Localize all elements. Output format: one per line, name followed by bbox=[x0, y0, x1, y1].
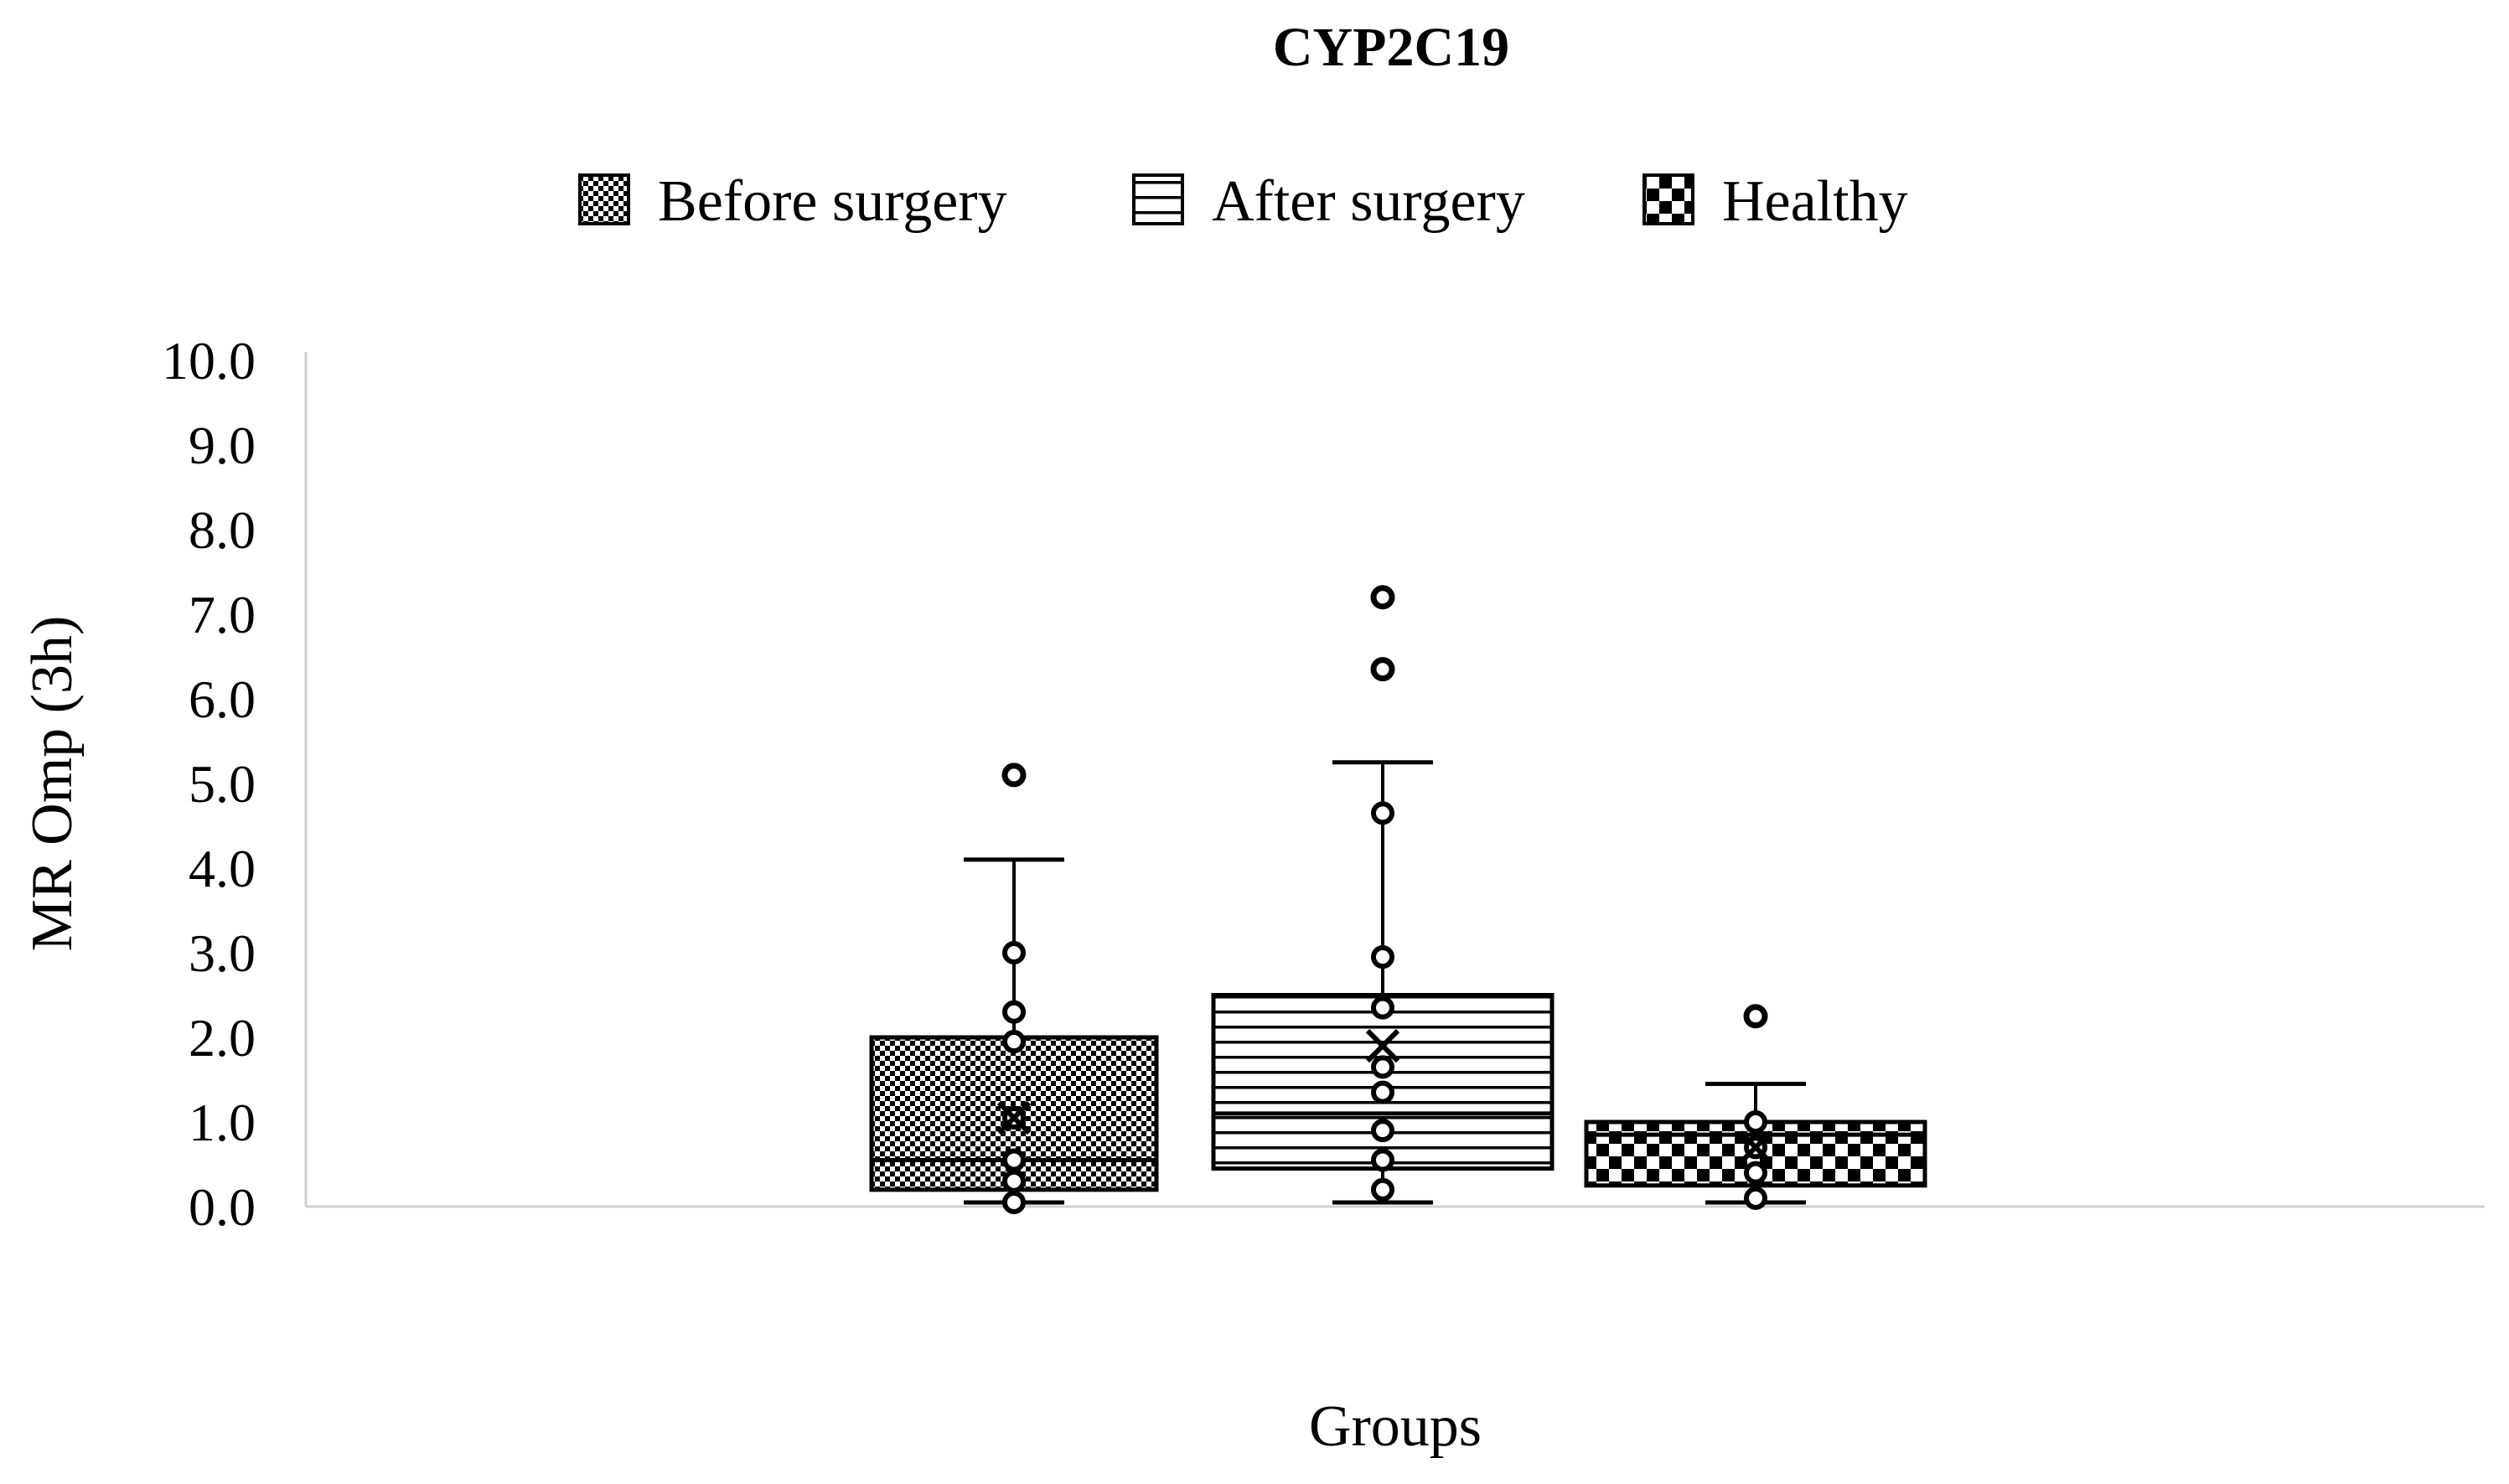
y-tick-label: 4.0 bbox=[189, 839, 256, 898]
legend-item-after-surgery: After surgery bbox=[1132, 169, 1525, 234]
y-tick-label: 2.0 bbox=[189, 1008, 256, 1068]
outlier-point bbox=[1370, 585, 1395, 610]
box-group-before-surgery bbox=[869, 763, 1159, 1214]
outlier-point bbox=[1370, 657, 1395, 682]
data-point bbox=[1371, 1177, 1394, 1202]
legend-item-before-surgery: Before surgery bbox=[578, 169, 1007, 234]
y-tick-label: 1.0 bbox=[189, 1093, 256, 1152]
data-point bbox=[1002, 1030, 1026, 1054]
legend-item-healthy: Healthy bbox=[1642, 169, 1908, 234]
data-point bbox=[1002, 941, 1026, 964]
data-point bbox=[1744, 1161, 1767, 1185]
data-point bbox=[1744, 1110, 1767, 1134]
data-point bbox=[1371, 801, 1394, 825]
y-tick-label: 5.0 bbox=[189, 754, 256, 814]
mean-marker bbox=[1365, 1028, 1400, 1063]
data-point bbox=[1371, 1148, 1394, 1172]
box-group-after-surgery bbox=[1211, 585, 1555, 1205]
y-tick-label: 0.0 bbox=[189, 1177, 256, 1237]
data-point bbox=[1002, 1169, 1026, 1193]
y-tick-label: 6.0 bbox=[189, 670, 256, 729]
legend-swatch-before-surgery bbox=[578, 173, 630, 225]
legend: Before surgery After surgery Healthy bbox=[578, 169, 1908, 234]
data-point bbox=[1002, 1000, 1026, 1024]
y-tick-label: 7.0 bbox=[189, 585, 256, 644]
outlier-point bbox=[1743, 1004, 1768, 1029]
x-axis-label: Groups bbox=[1309, 1394, 1482, 1459]
data-point bbox=[1744, 1186, 1767, 1210]
data-point bbox=[1371, 1055, 1394, 1079]
y-tick-label: 10.0 bbox=[162, 331, 256, 390]
data-point bbox=[1371, 1119, 1394, 1143]
y-tick-labels: 0.0 1.0 2.0 3.0 4.0 5.0 6.0 7.0 8.0 9.0 10.0 bbox=[162, 331, 256, 1237]
legend-label-after-surgery: After surgery bbox=[1212, 169, 1525, 234]
chart-title: CYP2C19 bbox=[1273, 17, 1509, 78]
y-tick-label: 3.0 bbox=[189, 923, 256, 983]
data-point bbox=[1002, 1148, 1026, 1172]
data-point bbox=[1371, 1080, 1394, 1104]
legend-label-healthy: Healthy bbox=[1722, 169, 1908, 234]
outlier-point bbox=[1001, 763, 1027, 788]
y-tick-label: 8.0 bbox=[189, 500, 256, 560]
mean-marker bbox=[996, 1100, 1032, 1135]
mean-marker bbox=[1738, 1130, 1773, 1165]
data-point bbox=[1371, 995, 1394, 1020]
y-tick-label: 9.0 bbox=[189, 416, 256, 475]
legend-label-before-surgery: Before surgery bbox=[658, 169, 1007, 234]
box-series bbox=[869, 585, 1927, 1214]
data-point bbox=[1002, 1190, 1026, 1214]
box-group-healthy bbox=[1584, 1004, 1927, 1210]
legend-swatch-after-surgery bbox=[1132, 173, 1184, 225]
legend-swatch-healthy bbox=[1642, 173, 1694, 225]
data-point bbox=[1371, 945, 1394, 970]
y-axis-label: MR Omp (3h) bbox=[20, 616, 85, 952]
